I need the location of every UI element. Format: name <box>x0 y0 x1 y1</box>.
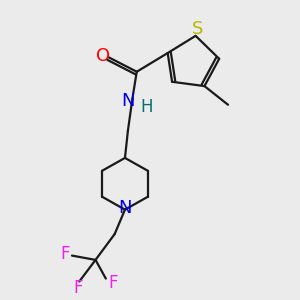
Text: H: H <box>141 98 153 116</box>
Text: O: O <box>96 47 110 65</box>
Text: N: N <box>118 199 132 217</box>
Text: F: F <box>108 274 118 292</box>
Text: N: N <box>121 92 135 110</box>
Text: F: F <box>73 279 83 297</box>
Text: F: F <box>61 245 70 263</box>
Text: S: S <box>191 20 203 38</box>
